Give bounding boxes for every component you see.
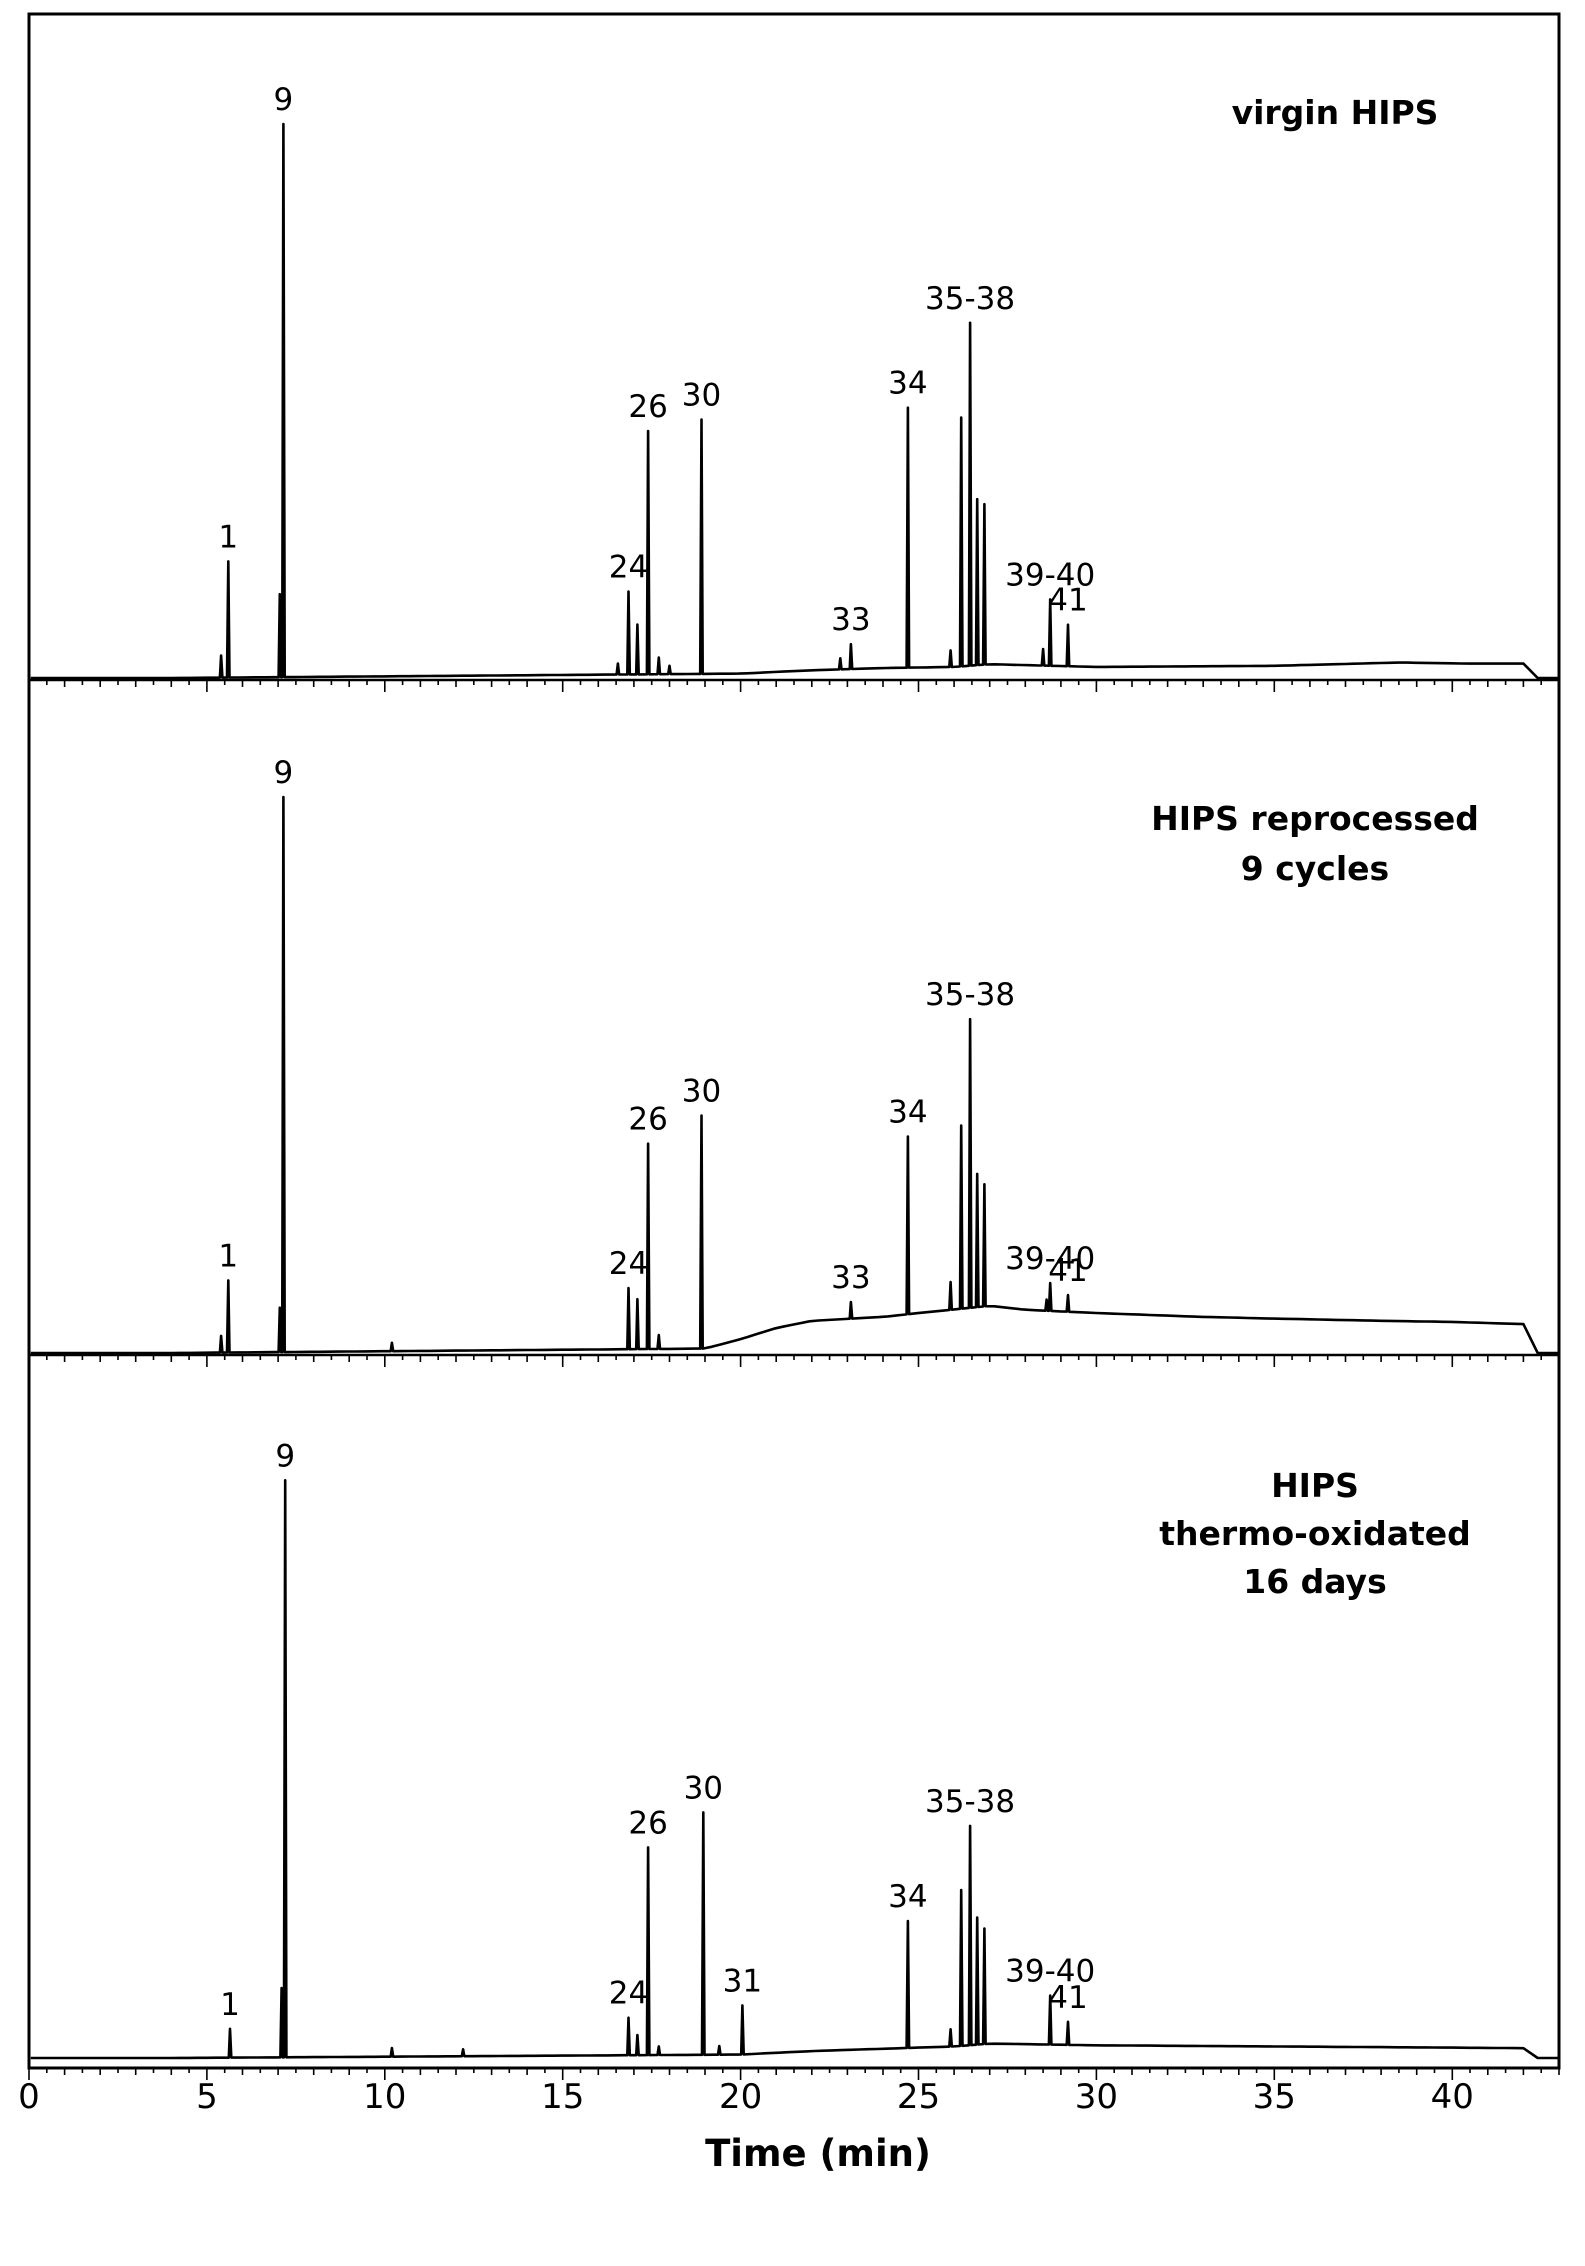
panel-title-reprocessed-line-1: 9 cycles <box>1241 849 1389 888</box>
peak-label-reprocessed-30: 30 <box>682 1074 721 1110</box>
peak-label-reprocessed-9: 9 <box>274 755 294 791</box>
x-tick-label-35: 35 <box>1253 2077 1296 2117</box>
peak-label-virgin-35-38: 35-38 <box>925 281 1015 317</box>
panel-divider-1 <box>28 678 1560 692</box>
peak-label-virgin-39-40: 39-40 <box>1005 557 1095 593</box>
peak-label-virgin-9: 9 <box>274 82 294 118</box>
peak-label-thermo-35-38: 35-38 <box>925 1784 1015 1820</box>
peak-label-virgin-1: 1 <box>218 519 238 555</box>
plot-frame <box>27 12 1561 2070</box>
x-tick-label-15: 15 <box>541 2077 584 2117</box>
panel-title-thermo-line-2: 16 days <box>1243 1562 1386 1601</box>
peak-label-virgin-30: 30 <box>682 378 721 414</box>
x-tick-label-25: 25 <box>897 2077 940 2117</box>
peak-label-reprocessed-41: 41 <box>1048 1253 1087 1289</box>
peak-label-virgin-41: 41 <box>1048 583 1087 619</box>
panel-title-reprocessed-line-0: HIPS reprocessed <box>1151 799 1479 838</box>
peak-label-reprocessed-33: 33 <box>831 1260 870 1296</box>
peak-label-reprocessed-35-38: 35-38 <box>925 977 1015 1013</box>
x-tick-label-5: 5 <box>196 2077 218 2117</box>
peak-label-reprocessed-24: 24 <box>609 1246 648 1282</box>
x-axis-ticks <box>28 2066 1560 2080</box>
x-tick-label-30: 30 <box>1075 2077 1118 2117</box>
x-tick-label-40: 40 <box>1431 2077 1474 2117</box>
peak-label-virgin-26: 26 <box>628 389 667 425</box>
x-axis: 0 5 10 15 20 25 30 35 40 <box>18 678 1560 2117</box>
peak-label-virgin-33: 33 <box>831 602 870 638</box>
peak-label-virgin-24: 24 <box>609 550 648 586</box>
peak-label-thermo-41: 41 <box>1048 1980 1087 2016</box>
peak-label-reprocessed-26: 26 <box>628 1102 667 1138</box>
panel-title-thermo-line-1: thermo-oxidated <box>1159 1514 1471 1553</box>
peak-label-thermo-30: 30 <box>684 1770 723 1806</box>
peak-label-virgin-34: 34 <box>888 366 927 402</box>
peak-label-thermo-26: 26 <box>628 1805 667 1841</box>
peak-label-thermo-39-40: 39-40 <box>1005 1954 1095 1990</box>
peak-label-reprocessed-1: 1 <box>218 1238 238 1274</box>
panel-title-virgin-line-0: virgin HIPS <box>1232 93 1439 132</box>
peak-label-thermo-1: 1 <box>220 1987 240 2023</box>
peak-label-thermo-34: 34 <box>888 1879 927 1915</box>
panel-title-thermo-line-0: HIPS <box>1271 1466 1359 1505</box>
x-tick-label-10: 10 <box>363 2077 406 2117</box>
peak-label-thermo-31: 31 <box>723 1963 762 1999</box>
peak-label-thermo-9: 9 <box>275 1438 295 1474</box>
peak-label-thermo-24: 24 <box>609 1976 648 2012</box>
panel-divider-2 <box>28 1353 1560 1367</box>
chromatogram-trace-reprocessed <box>30 795 1559 1355</box>
x-tick-label-20: 20 <box>719 2077 762 2117</box>
peak-label-reprocessed-34: 34 <box>888 1095 927 1131</box>
chromatogram-trace-virgin <box>30 122 1559 680</box>
x-axis-label: Time (min) <box>705 2132 931 2175</box>
peak-label-reprocessed-39-40: 39-40 <box>1005 1241 1095 1277</box>
chromatogram-trace-thermo <box>30 1479 1559 2060</box>
x-tick-label-0: 0 <box>18 2077 40 2117</box>
